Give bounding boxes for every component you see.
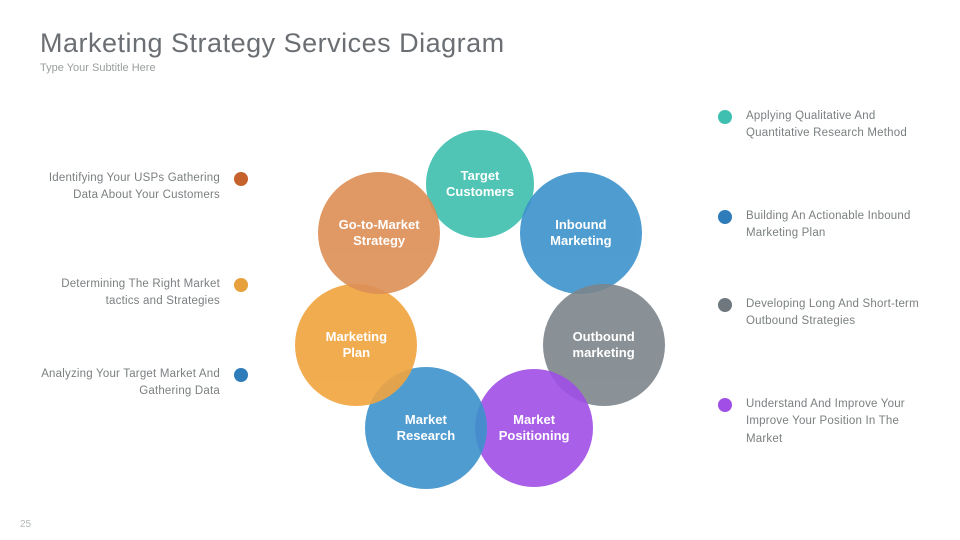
circle-label: Outboundmarketing — [573, 329, 635, 362]
circle-label: MarketingPlan — [326, 329, 387, 362]
circle-label: MarketPositioning — [499, 412, 570, 445]
legend-item: Determining The Right Market tactics and… — [30, 276, 248, 311]
legend-dot-icon — [234, 278, 248, 292]
circle-market-positioning: MarketPositioning — [475, 369, 593, 487]
circular-diagram: TargetCustomers InboundMarketing Outboundm… — [0, 0, 960, 540]
legend-item: Developing Long And Short-term Outbound … — [718, 296, 936, 331]
circle-marketing-plan: MarketingPlan — [295, 284, 417, 406]
legend-text: Building An Actionable Inbound Marketing… — [746, 208, 936, 243]
legend-item: Understand And Improve Your Improve Your… — [718, 396, 936, 448]
circle-label: InboundMarketing — [550, 217, 611, 250]
circle-label: MarketResearch — [397, 412, 456, 445]
legend-item: Building An Actionable Inbound Marketing… — [718, 208, 936, 243]
legend-dot-icon — [234, 368, 248, 382]
circle-inbound-marketing: InboundMarketing — [520, 172, 642, 294]
legend-text: Applying Qualitative And Quantitative Re… — [746, 108, 936, 143]
legend-dot-icon — [718, 298, 732, 312]
legend-item: Applying Qualitative And Quantitative Re… — [718, 108, 936, 143]
legend-dot-icon — [718, 110, 732, 124]
legend-text: Understand And Improve Your Improve Your… — [746, 396, 936, 448]
legend-text: Analyzing Your Target Market And Gatheri… — [30, 366, 220, 401]
legend-text: Determining The Right Market tactics and… — [30, 276, 220, 311]
legend-dot-icon — [718, 210, 732, 224]
circle-target-customers: TargetCustomers — [426, 130, 534, 238]
legend-dot-icon — [718, 398, 732, 412]
legend-text: Developing Long And Short-term Outbound … — [746, 296, 936, 331]
legend-item: Identifying Your USPs Gathering Data Abo… — [30, 170, 248, 205]
legend-text: Identifying Your USPs Gathering Data Abo… — [30, 170, 220, 205]
slide: Marketing Strategy Services Diagram Type… — [0, 0, 960, 540]
legend-dot-icon — [234, 172, 248, 186]
circle-go-to-market: Go-to-MarketStrategy — [318, 172, 440, 294]
legend-item: Analyzing Your Target Market And Gatheri… — [30, 366, 248, 401]
circle-label: Go-to-MarketStrategy — [339, 217, 420, 250]
circle-label: TargetCustomers — [446, 168, 514, 201]
